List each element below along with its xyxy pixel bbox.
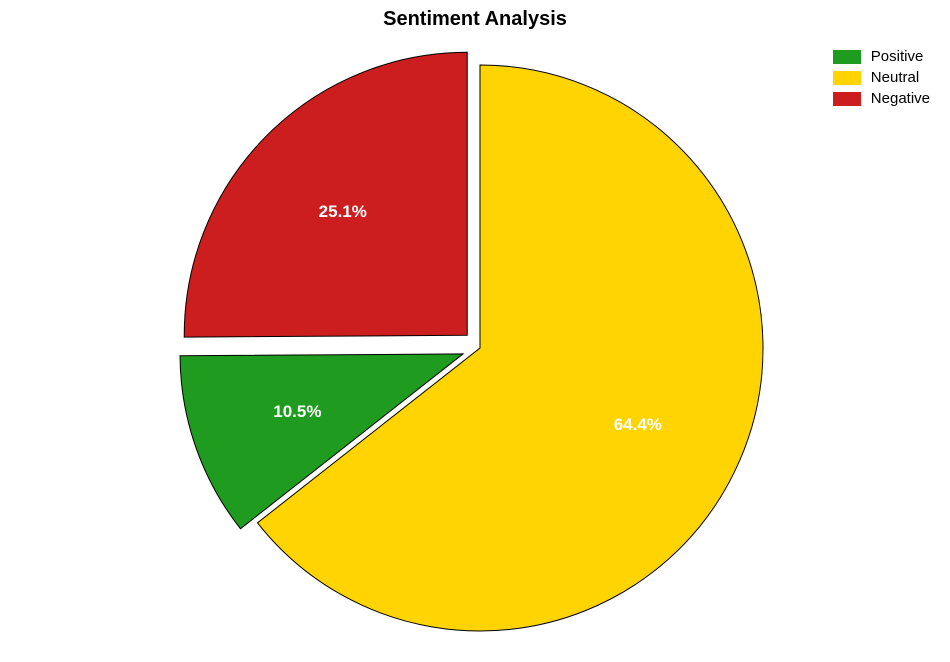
legend-label-neutral: Neutral <box>871 69 919 86</box>
legend-item-neutral: Neutral <box>833 69 930 86</box>
legend-item-negative: Negative <box>833 90 930 107</box>
legend-item-positive: Positive <box>833 48 930 65</box>
slice-label-positive: 10.5% <box>273 402 321 422</box>
legend-swatch-positive <box>833 50 861 64</box>
slice-label-neutral: 64.4% <box>614 415 662 435</box>
slice-label-negative: 25.1% <box>319 202 367 222</box>
pie-slice-negative <box>184 52 467 337</box>
legend: Positive Neutral Negative <box>833 48 930 111</box>
chart-container: { "chart": { "type": "pie", "title": "Se… <box>0 0 950 662</box>
legend-swatch-neutral <box>833 71 861 85</box>
legend-swatch-negative <box>833 92 861 106</box>
pie-chart <box>0 0 950 662</box>
legend-label-positive: Positive <box>871 48 924 65</box>
legend-label-negative: Negative <box>871 90 930 107</box>
